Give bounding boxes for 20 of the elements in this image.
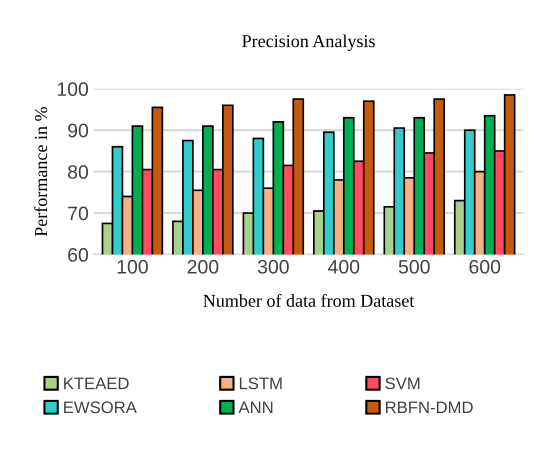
legend-label: EWSORA (64, 401, 137, 414)
legend-label: SVM (385, 377, 420, 390)
legend-label: LSTM (240, 377, 282, 390)
legend-label: ANN (238, 402, 272, 414)
y-tick-label: 60 (68, 248, 88, 262)
y-tick-label: 80 (68, 165, 88, 179)
y-tick-label: 70 (68, 206, 88, 220)
x-tick-label: 500 (398, 260, 430, 274)
chart-title: Precision Analysis (242, 34, 375, 51)
x-tick-label: 300 (258, 260, 289, 274)
legend-label: RBFN-DMD (386, 402, 473, 414)
y-axis-title: Performance in % (34, 107, 48, 236)
x-tick-label: 600 (469, 260, 500, 274)
legend-label: KTEAED (64, 378, 129, 390)
y-tick-label: 100 (58, 82, 88, 96)
x-tick-label: 400 (328, 260, 360, 274)
x-tick-label: 200 (188, 260, 218, 274)
y-tick-label: 90 (68, 124, 88, 138)
x-axis-title: Number of data from Dataset (203, 294, 414, 307)
x-tick-label: 100 (118, 260, 148, 274)
